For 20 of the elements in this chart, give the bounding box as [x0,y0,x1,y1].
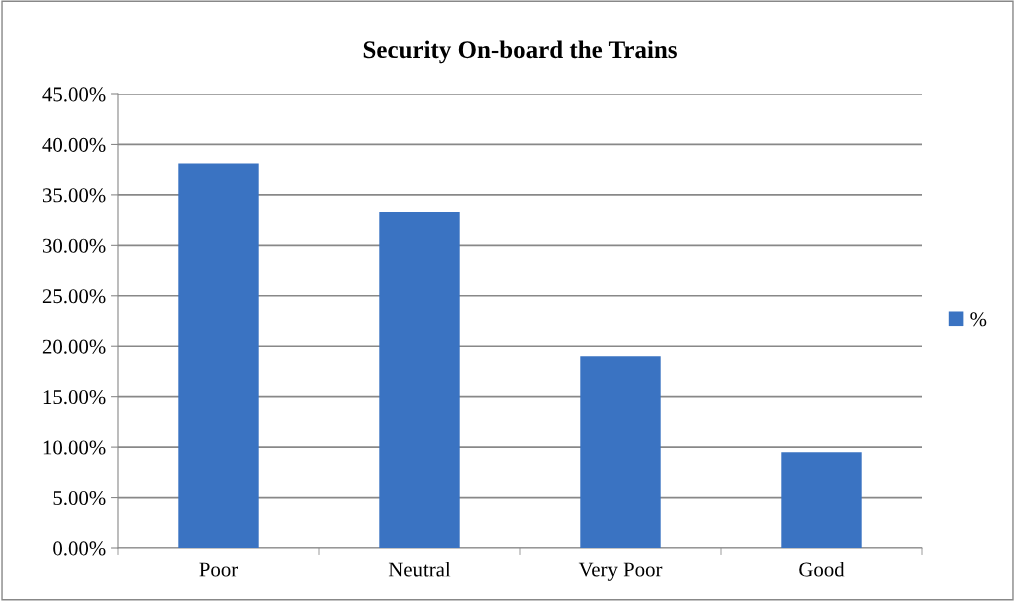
x-tick-label: Neutral [388,561,451,577]
x-tick-label: Very Poor [578,562,663,581]
bar [781,452,862,548]
x-tick-label: Good [799,561,845,577]
y-tick-label: 20.00% [42,339,106,354]
y-tick-label: 40.00% [42,137,106,152]
y-tick-label: 0.00% [53,541,106,556]
y-tick-label: 25.00% [42,289,106,304]
y-tick-label: 10.00% [43,440,106,455]
x-tick-label: Poor [199,562,238,577]
bar [178,163,259,548]
bar [379,212,460,548]
bar [580,356,661,548]
legend-label: % [970,312,987,327]
y-tick-label: 45.00% [42,87,106,102]
y-tick-label: 5.00% [53,490,106,506]
y-tick-label: 35.00% [42,188,106,203]
y-tick-label: 30.00% [42,238,106,253]
chart-title: Security On-board the Trains [363,40,677,64]
y-tick-label: 15.00% [43,390,106,405]
